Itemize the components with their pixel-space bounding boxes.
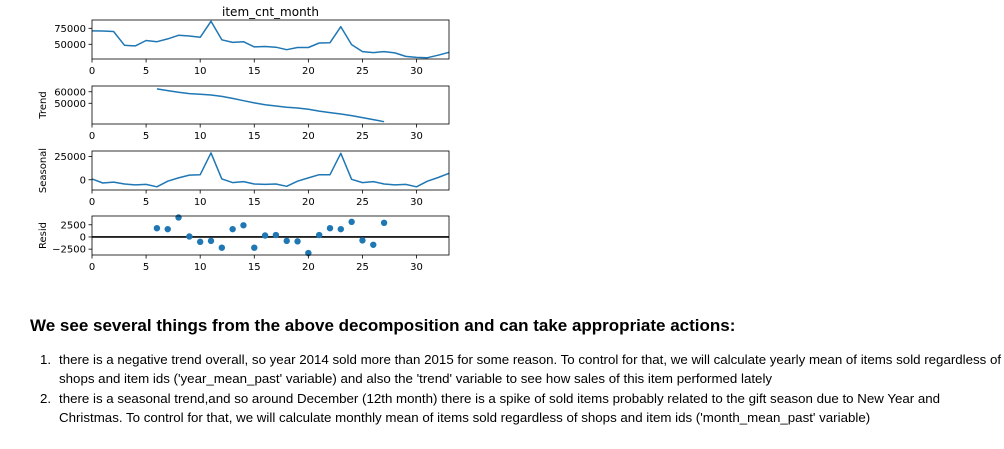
x-tick-label: 15 <box>248 131 261 142</box>
x-tick-label: 25 <box>356 66 369 77</box>
plot-frame <box>91 215 450 256</box>
x-tick-label: 5 <box>143 131 149 142</box>
data-point <box>348 218 355 226</box>
data-point <box>196 238 204 246</box>
y-tick-label: 50000 <box>54 40 86 51</box>
data-point <box>229 225 236 233</box>
series-line <box>156 88 385 123</box>
data-point <box>164 225 171 233</box>
y-tick-label: 50000 <box>54 99 86 110</box>
x-tick-label: 30 <box>410 131 423 142</box>
y-tick-label: 2500 <box>61 220 86 231</box>
data-point <box>294 238 301 245</box>
data-point <box>326 224 334 232</box>
data-point <box>261 232 269 239</box>
data-point <box>380 219 388 227</box>
x-tick-label: 25 <box>356 197 369 208</box>
data-point <box>186 233 193 240</box>
x-tick-label: 20 <box>302 262 315 273</box>
x-tick-label: 20 <box>302 197 315 208</box>
x-tick-label: 5 <box>143 197 149 208</box>
y-axis-label: Seasonal <box>38 148 49 193</box>
analysis-heading: We see several things from the above dec… <box>30 316 736 335</box>
data-point <box>283 237 290 245</box>
data-point <box>207 237 215 245</box>
list-item-text: there is a negative trend overall, so ye… <box>59 352 1002 386</box>
x-tick-label: 25 <box>356 131 369 142</box>
x-tick-label: 20 <box>302 66 315 77</box>
x-tick-label: 30 <box>410 66 423 77</box>
list-item-text: there is a seasonal trend,and so around … <box>59 391 941 425</box>
data-point <box>315 231 323 239</box>
x-tick-label: 10 <box>194 131 207 142</box>
x-tick-label: 20 <box>302 131 315 142</box>
data-point <box>153 224 161 232</box>
x-tick-label: 0 <box>89 66 95 77</box>
data-point <box>359 237 366 244</box>
plot-frame <box>91 150 450 191</box>
y-tick-label: 75000 <box>54 24 86 35</box>
y-tick-label: 60000 <box>54 87 86 98</box>
data-point <box>175 214 182 221</box>
y-axis-label: Trend <box>38 91 49 119</box>
actions-list: 1. there is a negative trend overall, so… <box>40 350 1004 428</box>
x-tick-label: 10 <box>194 262 207 273</box>
y-tick-label: 25000 <box>54 152 86 163</box>
data-point <box>240 222 247 229</box>
x-tick-label: 0 <box>89 262 95 273</box>
x-tick-label: 0 <box>89 197 95 208</box>
data-point <box>251 244 258 251</box>
x-tick-label: 0 <box>89 131 95 142</box>
x-tick-label: 30 <box>410 262 423 273</box>
x-tick-label: 5 <box>143 262 149 273</box>
series-line <box>91 152 450 188</box>
plot-frame <box>91 85 450 125</box>
data-point <box>370 241 377 248</box>
y-tick-label: 0 <box>80 232 86 243</box>
x-tick-label: 10 <box>194 197 207 208</box>
data-point <box>337 225 345 233</box>
x-tick-label: 25 <box>356 262 369 273</box>
x-tick-label: 5 <box>143 66 149 77</box>
y-tick-label: −2500 <box>52 245 86 256</box>
y-tick-label: 0 <box>80 175 86 186</box>
x-tick-label: 30 <box>410 197 423 208</box>
list-item-number: 2. <box>40 391 52 406</box>
list-item: 1. there is a negative trend overall, so… <box>40 350 1004 388</box>
x-tick-label: 15 <box>248 262 261 273</box>
series-line <box>91 20 450 59</box>
data-point <box>218 244 226 251</box>
data-point <box>272 231 280 239</box>
x-tick-label: 15 <box>248 66 261 77</box>
list-item: 2. there is a seasonal trend,and so arou… <box>40 389 1004 427</box>
y-axis-label: Resid <box>38 222 49 249</box>
list-item-number: 1. <box>40 352 52 367</box>
x-tick-label: 15 <box>248 197 261 208</box>
plot-frame <box>91 19 450 60</box>
x-tick-label: 10 <box>194 66 207 77</box>
chart-title: item_cnt_month <box>222 5 319 19</box>
